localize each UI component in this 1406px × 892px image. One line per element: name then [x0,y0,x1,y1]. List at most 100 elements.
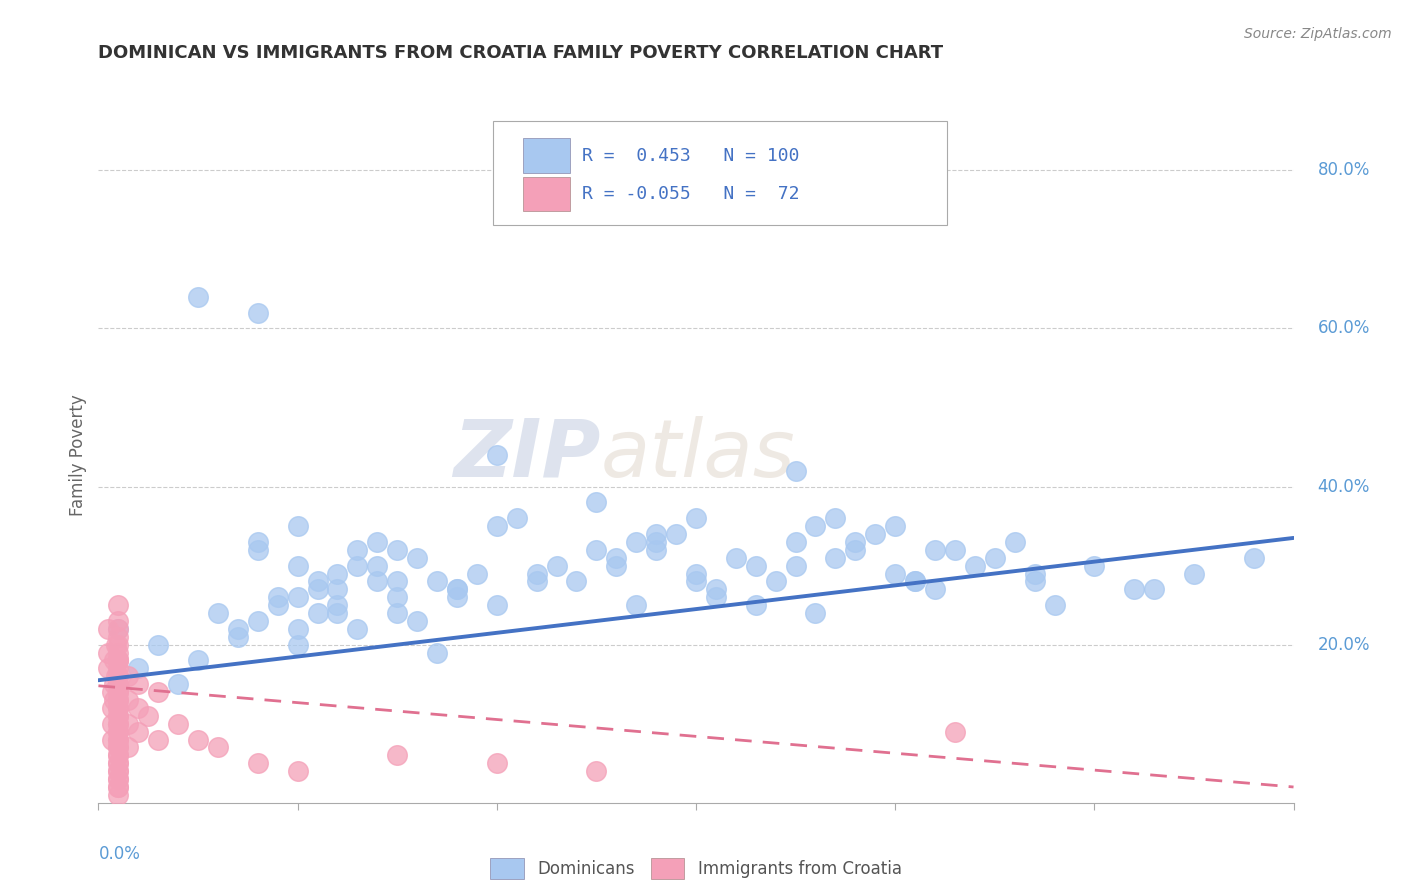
Point [107,653,129,667]
Point [804,519,827,533]
Point [385,574,409,589]
Point [745,598,768,612]
Point [685,574,707,589]
Point [107,677,129,691]
Point [107,614,129,628]
Point [107,740,129,755]
Point [117,740,139,755]
Point [943,542,966,557]
Point [187,653,209,667]
Point [346,622,368,636]
Text: 60.0%: 60.0% [1317,319,1369,337]
Point [107,622,129,636]
Point [107,685,129,699]
Point [105,669,128,683]
Point [884,566,907,581]
Point [97,661,120,675]
Point [117,669,139,683]
Point [605,550,627,565]
Point [326,566,349,581]
Point [187,290,209,304]
Point [287,519,309,533]
Point [107,716,129,731]
Point [785,534,807,549]
Point [307,606,329,620]
Point [207,606,229,620]
Point [246,534,269,549]
Legend: Dominicans, Immigrants from Croatia: Dominicans, Immigrants from Croatia [477,845,915,892]
Point [246,542,269,557]
Point [385,591,409,605]
Point [101,685,124,699]
Point [107,748,129,763]
Text: 80.0%: 80.0% [1317,161,1369,179]
Point [148,732,170,747]
Point [804,606,827,620]
Point [1083,558,1105,573]
Point [904,574,927,589]
Point [117,693,139,707]
Point [107,693,129,707]
Point [207,740,229,755]
Point [246,305,269,319]
Point [148,685,170,699]
Point [685,566,707,581]
Point [107,630,129,644]
Text: 40.0%: 40.0% [1317,477,1369,496]
Point [943,724,966,739]
Point [546,558,568,573]
Point [187,732,209,747]
Point [446,582,468,597]
Point [307,582,329,597]
Point [1123,582,1146,597]
Point [426,646,449,660]
Point [844,534,866,549]
Point [704,582,727,597]
Point [326,582,349,597]
Point [107,661,129,675]
Point [326,598,349,612]
Point [565,574,588,589]
Point [107,756,129,771]
Point [107,701,129,715]
Point [107,724,129,739]
Point [485,598,508,612]
Point [107,764,129,779]
Point [585,495,607,509]
Point [406,614,429,628]
Point [107,669,129,683]
Point [107,646,129,660]
Point [506,511,529,525]
Point [167,716,190,731]
Point [366,558,388,573]
Point [267,598,290,612]
Point [287,558,309,573]
Point [107,677,129,691]
Point [107,708,129,723]
Y-axis label: Family Poverty: Family Poverty [69,394,87,516]
Text: R =  0.453   N = 100: R = 0.453 N = 100 [582,147,800,165]
Text: R = -0.055   N =  72: R = -0.055 N = 72 [582,185,800,203]
Point [287,638,309,652]
Point [107,701,129,715]
Point [704,591,727,605]
Text: ZIP: ZIP [453,416,600,494]
Point [246,756,269,771]
Point [107,732,129,747]
Point [844,542,866,557]
Point [645,534,668,549]
Point [924,582,946,597]
Point [107,653,129,667]
Point [724,550,747,565]
Point [1043,598,1066,612]
Point [136,708,159,723]
Point [101,701,124,715]
Point [107,772,129,786]
Point [665,527,688,541]
Point [426,574,449,589]
Point [446,591,468,605]
Point [1004,534,1026,549]
Point [785,464,807,478]
Point [745,558,768,573]
Point [446,582,468,597]
